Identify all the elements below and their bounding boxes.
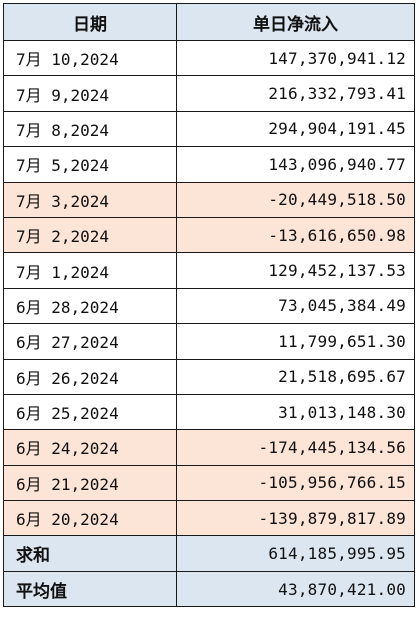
table-row: 6月 25,2024 31,013,148.30: [3, 393, 415, 431]
date-column-header: 日期: [3, 3, 177, 41]
table-row: 6月 28,2024 73,045,384.49: [3, 287, 415, 325]
net-inflow-cell: -13,616,650.98: [176, 216, 415, 254]
average-row: 平均值 43,870,421.00: [3, 570, 415, 608]
average-value: 43,870,421.00: [176, 570, 415, 608]
date-cell: 7月 5,2024: [3, 146, 177, 183]
date-cell: 6月 20,2024: [3, 500, 177, 537]
date-cell: 7月 3,2024: [3, 181, 177, 218]
table-row: 6月 27,2024 11,799,651.30: [3, 323, 415, 360]
table-row: 6月 26,2024 21,518,695.67: [3, 358, 415, 395]
net-inflow-cell: 11,799,651.30: [176, 323, 415, 360]
net-inflow-cell: 147,370,941.12: [176, 39, 415, 77]
table-body: 7月 10,2024 147,370,941.12 7月 9,2024 216,…: [3, 39, 415, 537]
date-cell: 6月 24,2024: [3, 429, 177, 466]
table-row: 7月 2,2024 -13,616,650.98: [3, 216, 415, 254]
net-inflow-cell: 143,096,940.77: [176, 146, 415, 183]
net-inflow-cell: -20,449,518.50: [176, 181, 415, 218]
date-cell: 6月 25,2024: [3, 393, 177, 431]
table-row: 6月 24,2024 -174,445,134.56: [3, 429, 415, 466]
net-inflow-cell: -139,879,817.89: [176, 500, 415, 537]
date-cell: 7月 2,2024: [3, 216, 177, 254]
header-row: 日期 单日净流入: [3, 3, 415, 41]
date-cell: 7月 1,2024: [3, 252, 177, 289]
sum-label: 求和: [3, 535, 177, 572]
net-inflow-cell: 21,518,695.67: [176, 358, 415, 395]
net-inflow-cell: -105,956,766.15: [176, 464, 415, 502]
table-row: 6月 20,2024 -139,879,817.89: [3, 500, 415, 537]
net-inflow-cell: 129,452,137.53: [176, 252, 415, 289]
table-row: 7月 5,2024 143,096,940.77: [3, 146, 415, 183]
net-inflow-table: 日期 单日净流入 7月 10,2024 147,370,941.12 7月 9,…: [3, 3, 415, 608]
date-cell: 6月 28,2024: [3, 287, 177, 325]
table-row: 7月 1,2024 129,452,137.53: [3, 252, 415, 289]
net-inflow-column-header: 单日净流入: [176, 3, 415, 41]
net-inflow-cell: 31,013,148.30: [176, 393, 415, 431]
net-inflow-cell: 216,332,793.41: [176, 75, 415, 112]
date-cell: 7月 10,2024: [3, 39, 177, 77]
sum-value: 614,185,995.95: [176, 535, 415, 572]
net-inflow-cell: 73,045,384.49: [176, 287, 415, 325]
table-row: 7月 8,2024 294,904,191.45: [3, 110, 415, 148]
date-cell: 7月 9,2024: [3, 75, 177, 112]
date-cell: 7月 8,2024: [3, 110, 177, 148]
sum-row: 求和 614,185,995.95: [3, 535, 415, 572]
net-inflow-cell: -174,445,134.56: [176, 429, 415, 466]
table-row: 6月 21,2024 -105,956,766.15: [3, 464, 415, 502]
date-cell: 6月 26,2024: [3, 358, 177, 395]
average-label: 平均值: [3, 570, 177, 608]
net-inflow-cell: 294,904,191.45: [176, 110, 415, 148]
table-row: 7月 9,2024 216,332,793.41: [3, 75, 415, 112]
date-cell: 6月 21,2024: [3, 464, 177, 502]
table-row: 7月 10,2024 147,370,941.12: [3, 39, 415, 77]
table-row: 7月 3,2024 -20,449,518.50: [3, 181, 415, 218]
date-cell: 6月 27,2024: [3, 323, 177, 360]
